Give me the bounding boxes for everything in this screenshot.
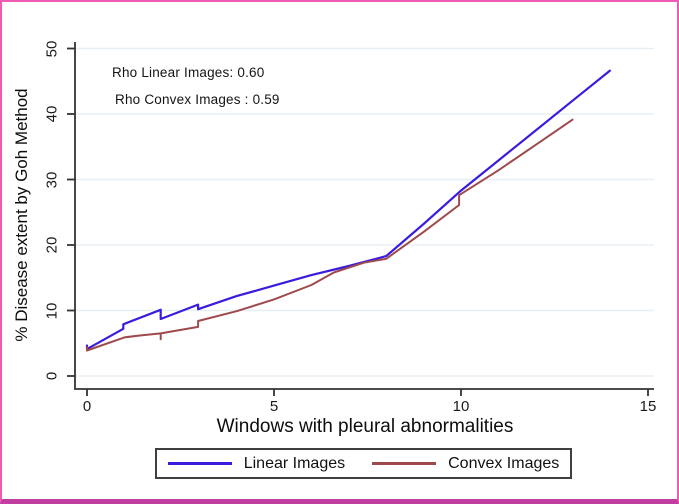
annotation-rho-linear: Rho Linear Images: 0.60 [112,65,265,80]
linear-images-line [85,69,612,351]
y-tick-label-30: 30 [43,171,61,188]
convex-images-line [86,118,574,352]
legend-label-convex: Convex Images [448,454,560,472]
y-tick-label-50: 50 [43,40,61,57]
y-tick-label-0: 0 [43,371,61,381]
annotation-rho-convex: Rho Convex Images : 0.59 [115,92,280,107]
x-tick-label-10: 10 [452,398,470,415]
legend: Linear Images Convex Images [155,448,572,479]
y-tick-label-40: 40 [43,105,61,123]
legend-entry-linear: Linear Images [167,454,346,473]
x-tick-label-15: 15 [639,398,657,415]
x-axis-title: Windows with pleural abnormalities [216,416,514,437]
y-tick-label-20: 20 [43,236,61,254]
legend-label-linear: Linear Images [243,454,346,472]
x-tick-label-0: 0 [82,398,92,415]
y-tick-label-10: 10 [43,302,61,319]
linear-images-swatch [167,462,232,465]
y-axis-title: % Disease extent by Goh Method [12,88,31,342]
x-tick-label-5: 5 [269,398,279,415]
legend-entry-convex: Convex Images [372,455,559,473]
convex-images-swatch [372,462,437,465]
